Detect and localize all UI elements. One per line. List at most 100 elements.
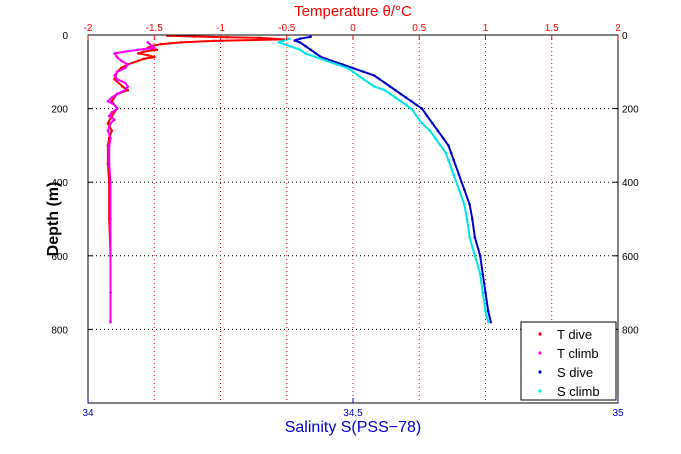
legend-marker (538, 370, 542, 374)
data-point (106, 129, 110, 132)
data-point (481, 291, 485, 294)
data-point (107, 144, 111, 147)
data-point (314, 55, 318, 59)
data-point (489, 320, 493, 324)
data-point (388, 92, 392, 96)
data-point (309, 48, 312, 51)
data-point (298, 41, 302, 44)
data-point (346, 66, 350, 70)
y-axis-tick-label-right: 800 (622, 325, 639, 336)
data-point (484, 309, 487, 313)
data-point (115, 77, 119, 81)
data-point (110, 111, 114, 114)
legend-marker (538, 351, 542, 355)
data-point (362, 77, 365, 81)
data-point (372, 74, 376, 77)
data-point (142, 57, 145, 61)
data-point (481, 272, 485, 276)
y-axis-tick-label: 200 (51, 105, 68, 116)
data-point (420, 122, 424, 125)
data-point (410, 99, 413, 103)
data-point (304, 52, 307, 55)
data-point (484, 291, 487, 294)
data-point (314, 52, 318, 55)
data-point (452, 173, 456, 177)
data-point (399, 92, 403, 96)
data-point (109, 320, 112, 324)
legend-label: S dive (557, 365, 593, 380)
data-point (304, 44, 307, 48)
top-axis-tick-label: 1 (483, 23, 489, 34)
series-line (106, 34, 286, 322)
top-axis-tick-label: -1.5 (146, 23, 164, 34)
data-point (351, 70, 355, 74)
data-point (351, 66, 355, 70)
top-axis-tick-label: 0 (350, 23, 356, 34)
data-point (109, 122, 112, 125)
data-point (465, 217, 469, 221)
data-point (298, 48, 302, 51)
data-point (137, 52, 140, 55)
legend-box (520, 321, 617, 401)
series-t-dive (106, 34, 286, 324)
y-axis-title: Depth (m) (45, 182, 62, 257)
top-axis-tick-label: 1.5 (545, 23, 559, 34)
data-point (441, 136, 445, 140)
data-point (452, 158, 456, 162)
data-point (463, 188, 466, 191)
data-point (123, 88, 127, 92)
data-point (126, 63, 130, 66)
data-point (288, 37, 291, 40)
data-point (153, 46, 156, 50)
data-point (436, 129, 440, 132)
data-point (449, 151, 453, 155)
bottom-axis-tick-label: 34.5 (343, 408, 363, 419)
legend-label: T climb (557, 346, 599, 361)
data-series (106, 34, 493, 324)
data-point (212, 39, 216, 43)
data-point (415, 114, 418, 118)
data-point (109, 180, 112, 184)
data-point (115, 70, 119, 74)
data-point (146, 41, 149, 44)
y-axis-tick-label: 0 (62, 31, 68, 42)
y-axis-tick-label: 800 (51, 325, 68, 336)
data-point (119, 59, 123, 63)
bottom-axis-tick-label: 34 (82, 408, 94, 419)
data-point (126, 85, 130, 88)
data-point (431, 122, 434, 125)
data-point (478, 254, 482, 258)
data-point (378, 77, 381, 81)
data-point (113, 77, 116, 81)
data-point (457, 188, 461, 191)
data-point (137, 59, 140, 63)
data-point (288, 44, 291, 48)
data-point (115, 107, 119, 110)
data-point (309, 35, 312, 39)
data-point (404, 103, 408, 107)
data-point (357, 74, 360, 77)
series-line (293, 35, 492, 323)
data-point (473, 254, 477, 258)
data-point (109, 136, 112, 140)
data-point (335, 63, 339, 66)
top-axis-tick-label: -0.5 (278, 23, 296, 34)
data-point (146, 53, 149, 57)
data-point (372, 85, 376, 88)
data-point (394, 96, 397, 99)
grid-lines (88, 35, 618, 403)
data-point (468, 203, 471, 206)
data-point (113, 74, 116, 77)
data-point (113, 118, 116, 121)
data-point (399, 99, 403, 103)
data-point (107, 162, 111, 166)
data-point (179, 41, 183, 44)
data-point (444, 151, 448, 155)
data-point (463, 203, 466, 206)
data-point (113, 52, 116, 55)
series-line (106, 41, 156, 322)
data-point (110, 96, 114, 99)
data-point (473, 236, 477, 239)
